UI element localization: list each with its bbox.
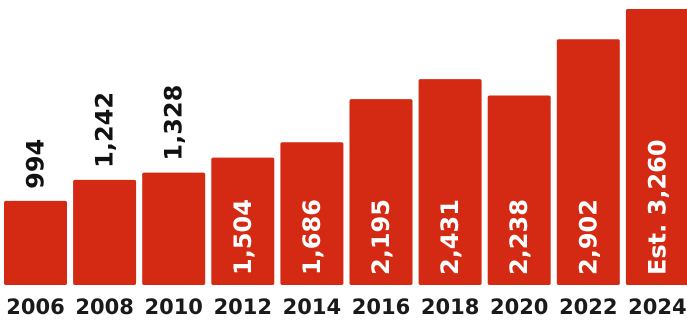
bar-2018	[418, 79, 482, 285]
x-tick-2020: 2020	[490, 295, 548, 319]
data-label-2018: 2,431	[436, 199, 464, 275]
data-label-2022: 2,902	[574, 199, 602, 275]
data-label-2024: Est. 3,260	[643, 139, 671, 275]
data-label-2008: 1,242	[91, 92, 119, 168]
x-tick-2012: 2012	[214, 295, 272, 319]
bar-2014	[280, 142, 344, 285]
x-tick-2008: 2008	[75, 295, 133, 319]
x-tick-2024: 2024	[628, 295, 686, 319]
x-tick-2006: 2006	[6, 295, 64, 319]
bar-2006	[4, 200, 67, 285]
data-label-2016: 2,195	[367, 199, 395, 275]
data-label-2010: 1,328	[160, 85, 188, 161]
x-tick-2016: 2016	[352, 295, 410, 319]
bars-group	[4, 9, 687, 286]
data-label-2014: 1,686	[298, 199, 326, 275]
data-label-2006: 994	[22, 139, 50, 189]
bar-2022	[556, 39, 620, 285]
x-tick-2010: 2010	[144, 295, 202, 319]
data-label-2012: 1,504	[229, 199, 257, 275]
bar-2024	[625, 9, 687, 285]
bar-2008	[73, 179, 137, 285]
x-tick-2014: 2014	[283, 295, 341, 319]
data-labels-group: 994 1,242 1,328 1,504 1,686 2,195 2,431 2,238 2,…	[22, 85, 672, 275]
bar-2020	[487, 95, 551, 286]
x-tick-2022: 2022	[559, 295, 617, 319]
x-tick-2018: 2018	[421, 295, 479, 319]
bar-2010	[142, 172, 206, 285]
bar-2012	[211, 157, 275, 285]
x-axis-ticks: 2006 2008 2010 2012 2014 2016 2018 2020 2022 2024	[6, 295, 686, 319]
bar-2016	[349, 99, 413, 285]
data-label-2020: 2,238	[505, 199, 533, 275]
